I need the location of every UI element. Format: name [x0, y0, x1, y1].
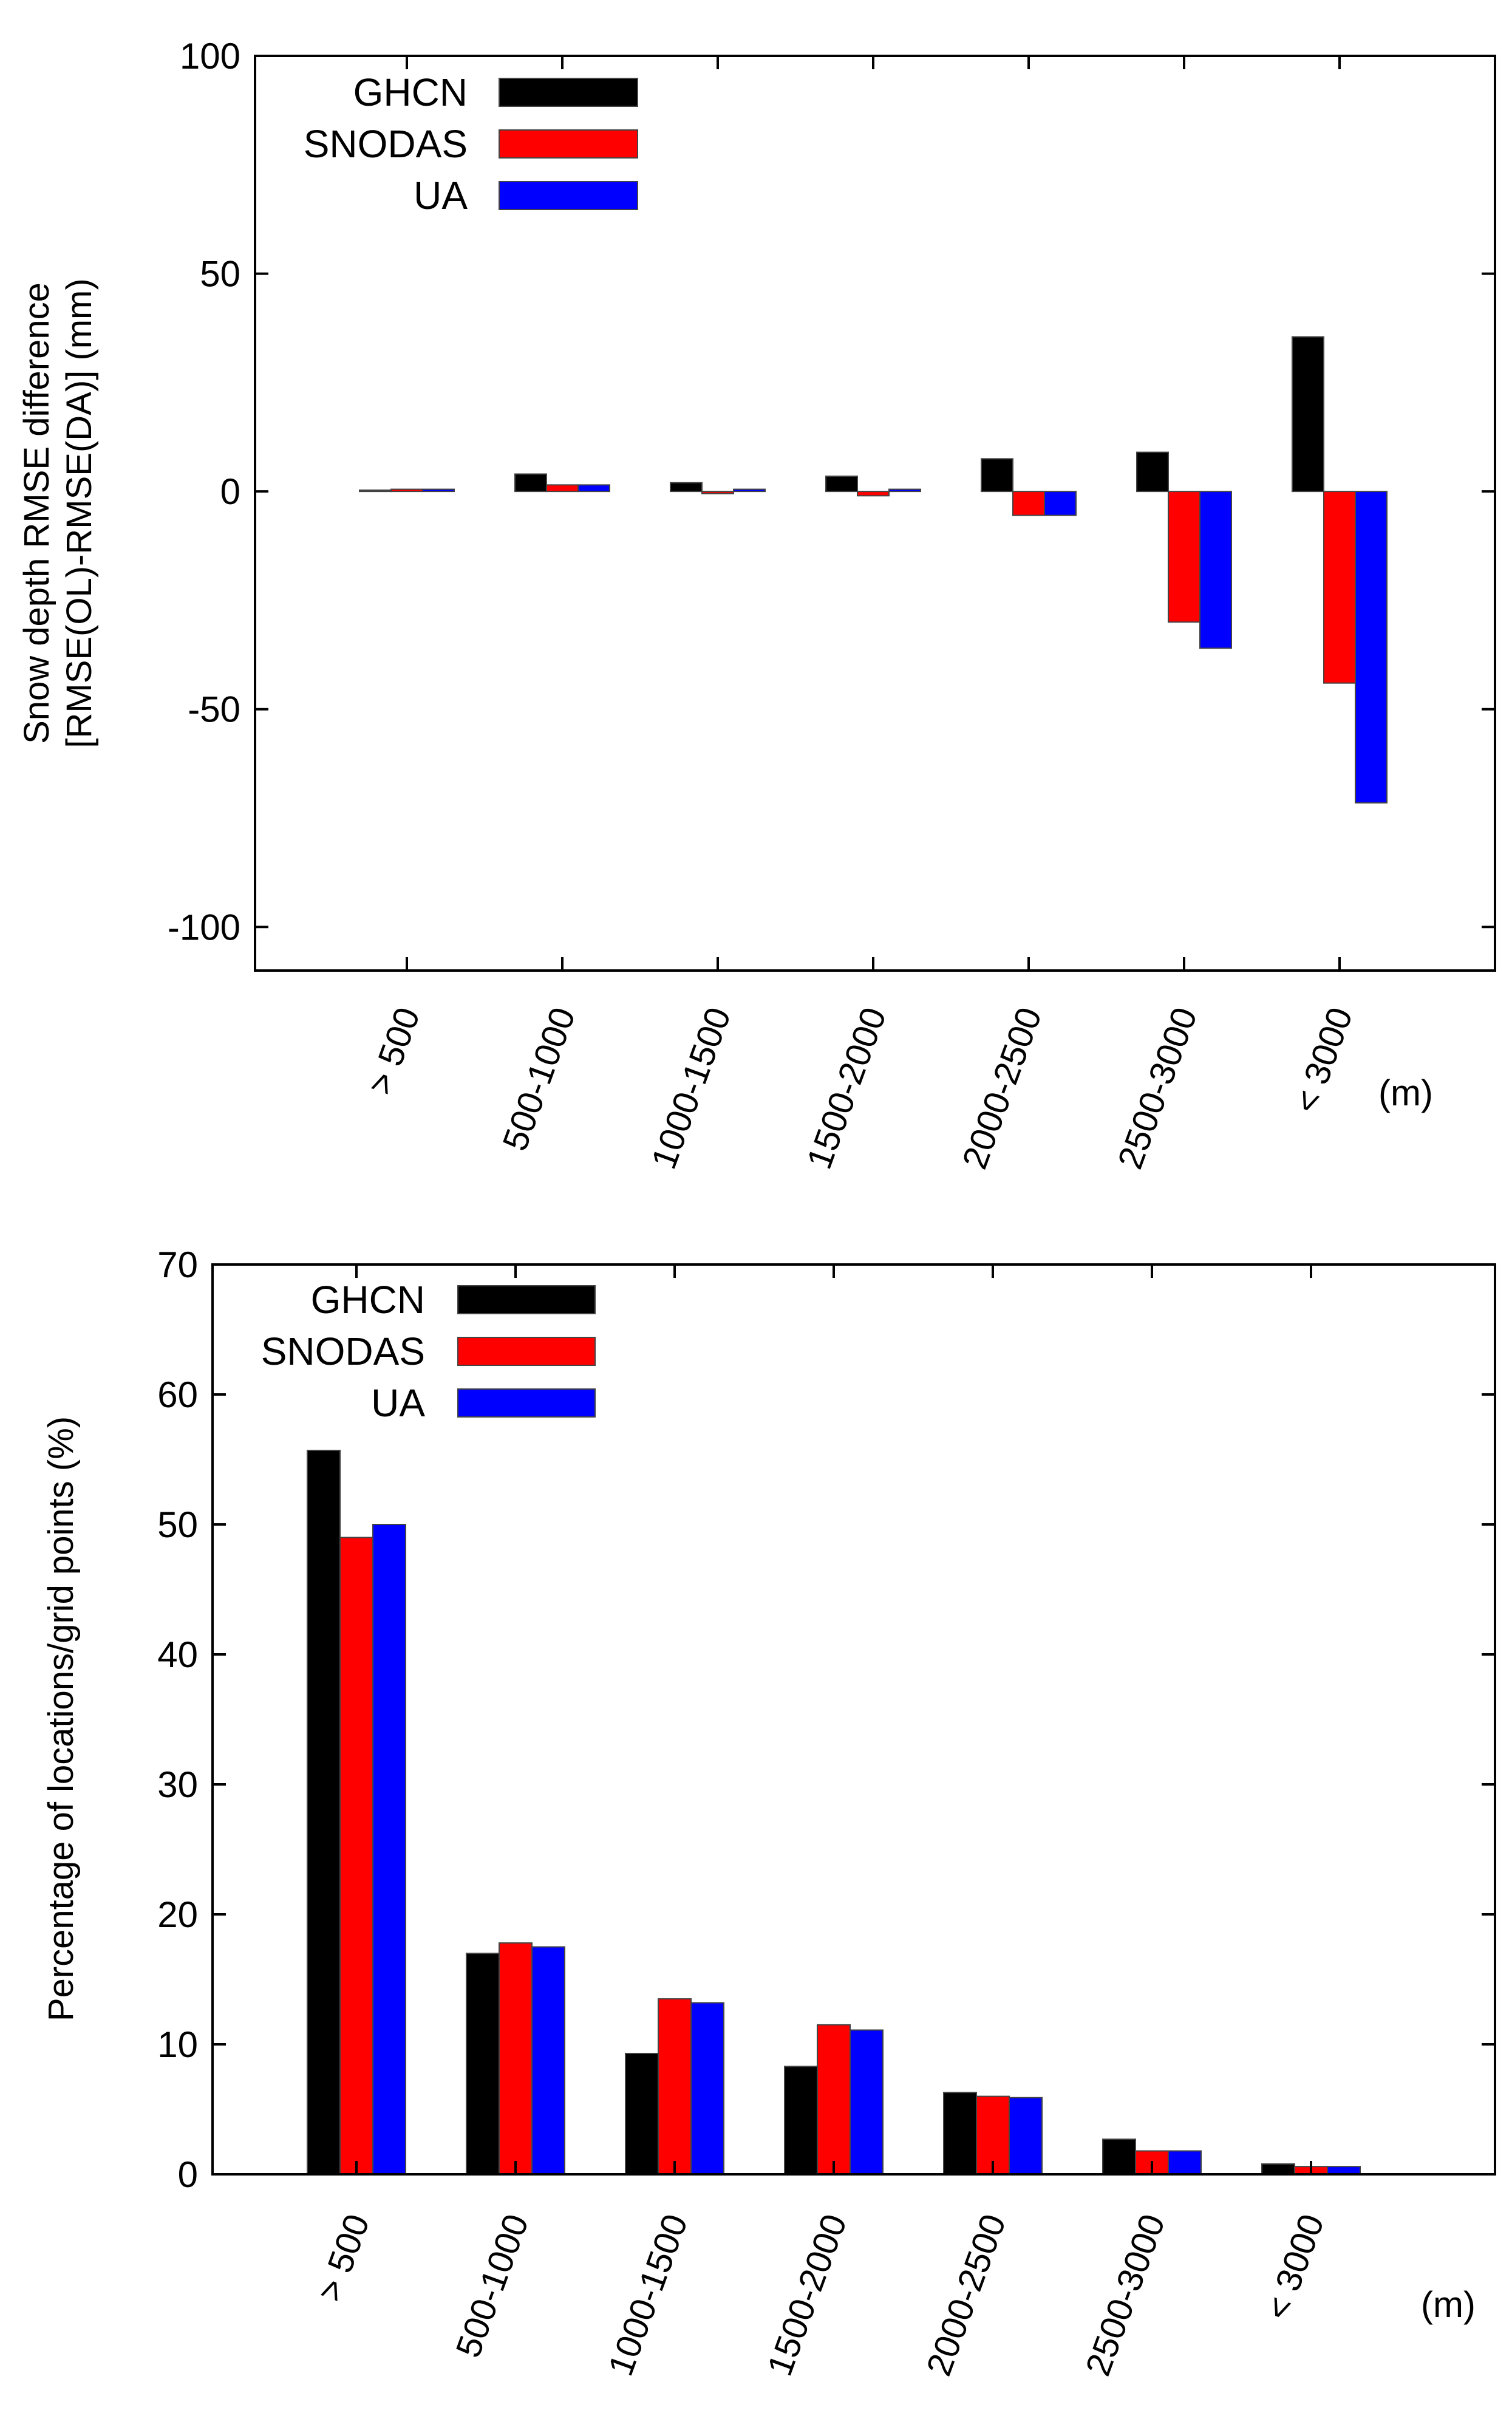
bar-snodas-4	[817, 2024, 851, 2175]
bar-ghcn-1	[359, 489, 392, 493]
bar-ghcn-1	[307, 1450, 341, 2175]
bar-ua-2	[577, 484, 610, 493]
legend-swatch-ghcn	[457, 1285, 596, 1314]
x-category-label: 1000-1500	[601, 2209, 695, 2381]
bar-ghcn-2	[466, 1953, 500, 2175]
bar-snodas-2	[499, 1942, 533, 2176]
bar-snodas-4	[857, 491, 890, 497]
legend-swatch-snodas	[499, 129, 638, 159]
bar-ua-6	[1168, 2150, 1202, 2175]
y-tick-label: 0	[220, 471, 240, 512]
bar-ua-1	[372, 1524, 406, 2175]
y-tick-label: 50	[157, 1504, 198, 1545]
bar-ua-3	[690, 2002, 724, 2176]
bar-ua-5	[1044, 491, 1077, 516]
bar-ua-5	[1009, 2097, 1043, 2175]
bar-ghcn-3	[670, 482, 703, 493]
x-category-label: 2000-2500	[955, 1002, 1049, 1174]
bar-ghcn-3	[625, 2052, 659, 2175]
x-category-label: 2500-3000	[1078, 2209, 1173, 2381]
bar-ua-4	[888, 488, 921, 493]
legend-label-snodas: SNODAS	[261, 1329, 425, 1373]
bar-ghcn-5	[981, 458, 1013, 493]
x-category-label: 500-1000	[448, 2209, 536, 2363]
x-category-label: 2000-2500	[919, 2209, 1013, 2381]
bar-snodas-1	[390, 488, 423, 493]
y-tick-label: 40	[157, 1634, 198, 1675]
legend-label-snodas: SNODAS	[304, 122, 468, 166]
x-unit-label: (m)	[1378, 1073, 1433, 1113]
legend-swatch-ghcn	[499, 78, 638, 107]
bar-snodas-3	[658, 1998, 692, 2176]
x-category-label: < 3000	[1286, 1002, 1360, 1118]
percentage-chart: 70 60 50 40 30 20 10 0 > 500 500-1000 1000-1500 150…	[41, 1244, 1496, 2381]
bar-ghcn-4	[825, 476, 858, 493]
bar-ua-4	[850, 2029, 884, 2175]
bar-ua-1	[422, 488, 455, 493]
x-category-label: < 3000	[1258, 2209, 1332, 2324]
bar-ua-2	[531, 1946, 565, 2175]
bar-snodas-5	[1012, 491, 1045, 516]
bar-ua-6	[1199, 491, 1232, 649]
y-tick-label: 60	[157, 1374, 198, 1415]
x-category-label: 2500-3000	[1110, 1002, 1205, 1174]
y-axis-title: Percentage of locations/grid points (%)	[41, 1416, 81, 2021]
bar-snodas-7	[1323, 491, 1356, 684]
rmse-difference-chart: 100 50 0 -50 -100 > 500 500-1000 1000-1500 1500-…	[17, 36, 1496, 1174]
y-tick-label: 100	[180, 36, 240, 77]
legend-label-ghcn: GHCN	[311, 1278, 425, 1322]
y-tick-label: -50	[188, 689, 240, 730]
legend-swatch-snodas	[457, 1337, 596, 1366]
y-tick-label: 10	[157, 2024, 198, 2065]
bar-ghcn-6	[1136, 451, 1169, 493]
bar-ghcn-7	[1261, 2163, 1295, 2175]
x-unit-label: (m)	[1421, 2284, 1476, 2325]
y-axis-title: Snow depth RMSE difference	[17, 282, 56, 744]
bar-ua-3	[733, 488, 766, 493]
y-tick-label: 70	[157, 1244, 198, 1285]
x-category-label: 1500-2000	[799, 1002, 894, 1174]
bar-ghcn-2	[514, 473, 547, 493]
x-category-label: 500-1000	[495, 1002, 583, 1156]
y-tick-label: 50	[200, 254, 240, 295]
x-category-label: 1000-1500	[644, 1002, 738, 1174]
x-category-label: > 500	[310, 2209, 377, 2306]
y-tick-label: 30	[157, 1764, 198, 1805]
bar-snodas-3	[701, 491, 734, 494]
y-tick-label: -100	[168, 907, 240, 947]
bar-snodas-6	[1168, 491, 1200, 623]
legend-swatch-ua	[499, 181, 638, 210]
bar-ghcn-4	[784, 2066, 818, 2175]
bar-snodas-1	[339, 1537, 373, 2175]
legend-label-ua: UA	[414, 174, 468, 217]
y-tick-label: 0	[178, 2154, 198, 2195]
x-category-label: 1500-2000	[760, 2209, 854, 2381]
bar-ghcn-7	[1292, 336, 1324, 493]
y-tick-label: 20	[157, 1894, 198, 1935]
bar-ghcn-6	[1102, 2138, 1136, 2175]
y-axis-title: [RMSE(OL)-RMSE(DA)] (mm)	[60, 278, 99, 748]
legend-label-ua: UA	[371, 1381, 425, 1425]
bar-snodas-2	[546, 484, 579, 493]
bar-ua-7	[1355, 491, 1388, 804]
x-category-label: > 500	[360, 1002, 427, 1099]
legend-swatch-ua	[457, 1388, 596, 1418]
legend-label-ghcn: GHCN	[353, 70, 468, 114]
bar-ghcn-5	[943, 2092, 977, 2175]
plot-frame	[211, 1263, 1496, 2176]
plot-frame	[254, 55, 1496, 972]
